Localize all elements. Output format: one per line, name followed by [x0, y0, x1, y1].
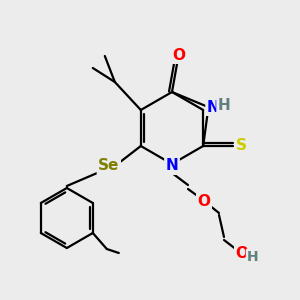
Text: O: O: [172, 47, 185, 62]
Text: Se: Se: [98, 158, 119, 173]
Text: N: N: [166, 158, 178, 173]
Text: O: O: [197, 194, 211, 208]
Text: H: H: [247, 250, 259, 264]
Text: H: H: [218, 98, 231, 112]
Text: O: O: [236, 247, 248, 262]
Text: S: S: [236, 139, 247, 154]
Text: N: N: [207, 100, 220, 115]
